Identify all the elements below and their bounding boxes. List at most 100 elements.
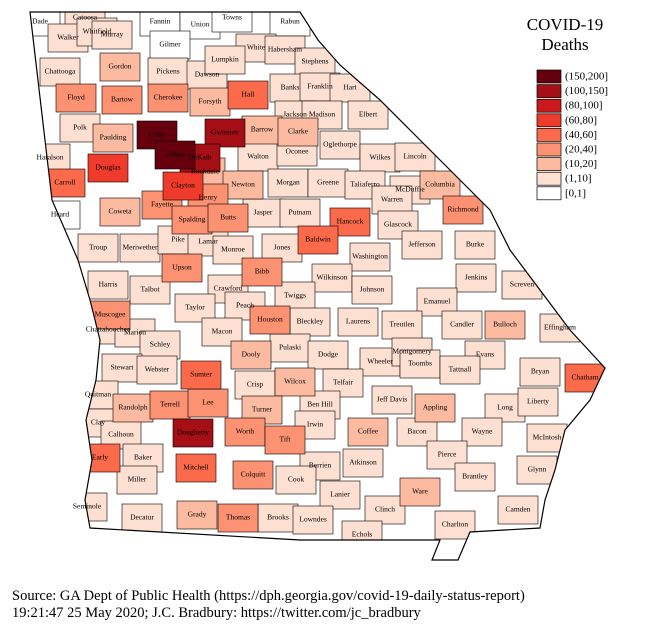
county-label: Dawson xyxy=(195,70,220,79)
county xyxy=(87,153,129,183)
county xyxy=(461,417,503,447)
county-label: McDuffie xyxy=(395,185,425,194)
county-label: Gordon xyxy=(109,62,132,71)
county-label: Atkinson xyxy=(349,458,377,467)
legend-swatch xyxy=(536,128,562,142)
county-label: Hall xyxy=(242,90,255,99)
county xyxy=(347,417,389,447)
county-label: Coweta xyxy=(109,207,133,216)
county xyxy=(294,47,336,77)
county-label: Cobb xyxy=(149,130,166,139)
county-label: Mitchell xyxy=(183,463,208,472)
county-label: Douglas xyxy=(96,163,121,172)
county xyxy=(419,170,461,200)
legend-title: COVID-19 xyxy=(527,15,604,34)
county-label: Peach xyxy=(236,301,254,310)
county-label: Towns xyxy=(222,13,242,22)
legend-swatch xyxy=(536,142,562,157)
county xyxy=(319,480,361,510)
county-label: Wheeler xyxy=(367,357,393,366)
legend: (150,200] (100,150] (80,100] (60,80] (40,60]… xyxy=(536,69,608,201)
county xyxy=(39,57,81,87)
county-label: Gilmer xyxy=(159,40,181,49)
county-label: Burke xyxy=(466,240,485,249)
county xyxy=(180,360,222,390)
county-label: Fulton xyxy=(165,150,185,159)
county-label: Jenkins xyxy=(465,273,488,282)
county xyxy=(439,355,481,385)
county xyxy=(207,203,249,233)
county-label: Taylor xyxy=(185,303,205,312)
county-label: Bibb xyxy=(255,267,270,276)
legend-swatch xyxy=(536,98,562,113)
county xyxy=(274,367,316,397)
county-label: Berrien xyxy=(309,461,332,470)
county-label: Lumpkin xyxy=(211,55,239,64)
county-label: Lanier xyxy=(330,490,350,499)
county-label: Muscogee xyxy=(95,310,126,319)
county xyxy=(217,503,259,533)
county-label: Brantley xyxy=(462,472,488,481)
county xyxy=(277,117,319,147)
county-label: Paulding xyxy=(100,133,127,142)
county xyxy=(230,340,272,370)
county xyxy=(351,275,393,305)
county-label: Houston xyxy=(257,315,283,324)
county-label: Elbert xyxy=(359,110,378,119)
county xyxy=(455,263,497,293)
county-label: Walker xyxy=(57,33,79,42)
county xyxy=(307,340,349,370)
county-label: Glascock xyxy=(384,220,412,229)
county xyxy=(147,83,189,113)
county-label: Chatham xyxy=(571,373,598,382)
legend-label: (80,100] xyxy=(565,100,603,112)
county-label: Lamar xyxy=(198,237,218,246)
county xyxy=(99,197,141,227)
county xyxy=(297,225,339,255)
county-label: Pike xyxy=(171,235,185,244)
county-label: Columbia xyxy=(425,180,455,189)
county xyxy=(116,465,158,495)
county-label: Jones xyxy=(274,243,291,252)
county-label: Ware xyxy=(412,487,428,496)
county-label: Baker xyxy=(134,453,152,462)
county xyxy=(294,410,336,440)
county-label: Forsyth xyxy=(199,97,222,106)
legend-title: Deaths xyxy=(541,35,588,54)
county-label: Twiggs xyxy=(284,291,306,300)
county-label: Harris xyxy=(99,280,118,289)
county xyxy=(119,233,161,263)
county-label: Clarke xyxy=(288,127,309,136)
county-label: Echols xyxy=(352,530,372,539)
county xyxy=(154,140,196,170)
county-label: Dodge xyxy=(318,350,339,359)
county-label: Upson xyxy=(172,263,192,272)
county xyxy=(234,370,276,400)
county xyxy=(149,30,191,60)
county xyxy=(311,263,353,293)
county xyxy=(399,349,441,379)
legend-label: (150,200] xyxy=(565,71,608,83)
county xyxy=(121,503,163,533)
county-label: Bartow xyxy=(111,95,134,104)
county xyxy=(349,242,391,272)
county-label: Gwinnett xyxy=(211,128,240,137)
county xyxy=(175,453,217,483)
county-label: Jefferson xyxy=(408,240,436,249)
county xyxy=(101,85,143,115)
legend-label: (100,150] xyxy=(565,85,608,97)
county-label: Spalding xyxy=(179,215,206,224)
county-label: Clay xyxy=(91,418,105,427)
legend-label: (40,60] xyxy=(565,129,597,141)
county-label: Webster xyxy=(145,365,170,374)
county-label: Monroe xyxy=(221,245,245,254)
county-label: Heard xyxy=(51,210,70,219)
county xyxy=(227,80,269,110)
legend-label: (1,10] xyxy=(565,173,592,185)
county-label: Randolph xyxy=(118,403,147,412)
county-label: Stephens xyxy=(301,57,328,66)
county xyxy=(232,460,274,490)
county-label: Henry xyxy=(199,193,218,202)
state-outline xyxy=(29,11,606,561)
county-label: Long xyxy=(497,403,513,412)
